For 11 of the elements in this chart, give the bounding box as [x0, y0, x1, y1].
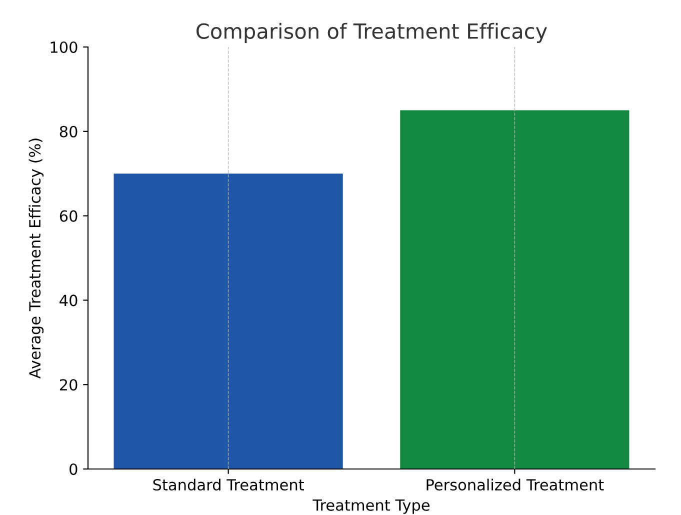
- y-tick-label: 20: [60, 379, 78, 391]
- y-tick-label: 40: [60, 294, 78, 306]
- y-axis-title: Average Treatment Efficacy (%): [28, 138, 44, 379]
- x-tick-label: Personalized Treatment: [426, 478, 604, 491]
- x-tick-label: Standard Treatment: [153, 478, 304, 491]
- y-tick-label: 80: [60, 126, 78, 138]
- y-tick-label: 60: [60, 210, 78, 222]
- x-axis-title: Treatment Type: [312, 500, 430, 514]
- y-tick-label: 0: [70, 463, 78, 476]
- chart-title: Comparison of Treatment Efficacy: [196, 22, 548, 43]
- y-tick-label: 100: [50, 41, 78, 54]
